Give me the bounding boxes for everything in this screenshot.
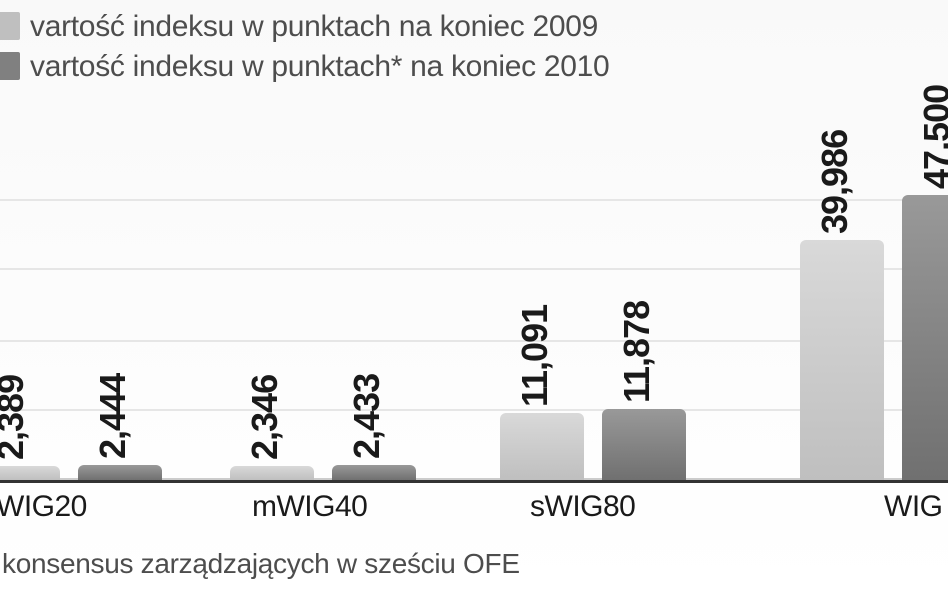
bar-fill (800, 240, 884, 480)
legend-row-2010: vartość indeksu w punktach* na koniec 20… (0, 46, 609, 86)
bar: 2,433 (332, 465, 416, 480)
category-label: mWIG40 (252, 490, 367, 524)
legend-swatch-2010 (0, 52, 20, 80)
bar-fill (902, 195, 948, 480)
bar-value-label: 2,389 (0, 375, 32, 460)
bar-value-label: 2,444 (92, 374, 134, 459)
bar-fill (500, 413, 584, 480)
bar: 2,444 (78, 465, 162, 480)
bar: 11,091 (500, 413, 584, 480)
bar-value-label: 2,433 (346, 374, 388, 459)
bar-group: 11,091 11,878 (500, 409, 686, 480)
bar-fill (602, 409, 686, 480)
bar-fill (0, 466, 60, 480)
bar-group: 2,346 2,433 (230, 465, 416, 480)
bar: 39,986 (800, 240, 884, 480)
bar-group: 2,389 2,444 (0, 465, 162, 480)
bar-value-label: 2,346 (244, 375, 286, 460)
bars-container: 2,389 2,444 2,346 2,433 11,091 11,878 39,98647… (0, 180, 948, 480)
chart-area: 2,389 2,444 2,346 2,433 11,091 11,878 39,98647… (0, 180, 948, 480)
category-labels: WIG20 mWIG40 sWIG80 WIG (0, 490, 948, 526)
legend-swatch-2009 (0, 12, 20, 40)
bar-value-label: 39,986 (814, 130, 856, 234)
bar-value-label: 47,500 (916, 85, 948, 189)
legend-row-2009: vartość indeksu w punktach na koniec 200… (0, 6, 609, 46)
bar-fill (78, 465, 162, 480)
bar: 2,346 (230, 466, 314, 480)
chart-root: vartość indeksu w punktach na koniec 200… (0, 0, 948, 593)
category-label: sWIG80 (530, 490, 635, 524)
bar: 2,389 (0, 466, 60, 480)
bar-value-label: 11,091 (514, 305, 556, 407)
category-label: WIG (884, 490, 943, 524)
category-label: WIG20 (0, 490, 87, 524)
bar-fill (332, 465, 416, 480)
x-axis (0, 480, 948, 483)
bar: 11,878 (602, 409, 686, 480)
bar-value-label: 11,878 (616, 301, 658, 403)
legend-text-2009: vartość indeksu w punktach na koniec 200… (30, 7, 598, 46)
footnote: konsensus zarządzających w sześciu OFE (2, 548, 520, 580)
bar-fill (230, 466, 314, 480)
bar: 47,500 (902, 195, 948, 480)
bar-group: 39,986 47,500 (800, 195, 948, 480)
legend-text-2010: vartość indeksu w punktach* na koniec 20… (30, 47, 609, 86)
legend: vartość indeksu w punktach na koniec 200… (0, 6, 609, 86)
